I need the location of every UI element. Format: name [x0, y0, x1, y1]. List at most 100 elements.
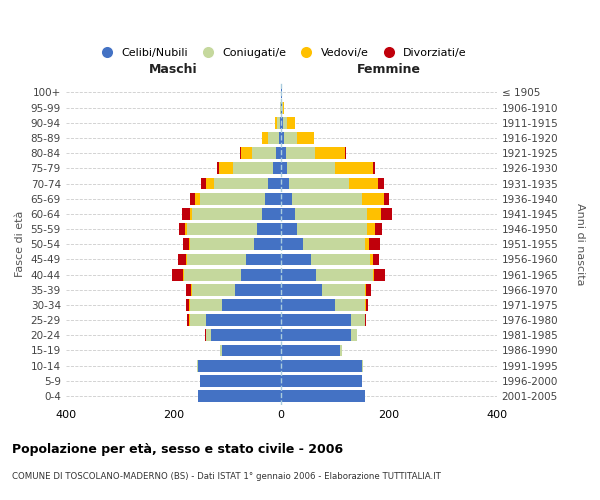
Bar [367, 208, 381, 220]
Bar [200, 193, 265, 204]
Bar [369, 238, 380, 250]
Bar [275, 117, 277, 128]
Bar [190, 314, 206, 326]
Bar [240, 147, 241, 159]
Bar [190, 208, 192, 220]
Bar [185, 223, 187, 235]
Bar [280, 117, 281, 128]
Bar [281, 208, 295, 220]
Bar [195, 193, 200, 204]
Bar [222, 299, 281, 311]
Bar [315, 147, 345, 159]
Bar [351, 314, 365, 326]
Bar [182, 208, 190, 220]
Bar [281, 223, 298, 235]
Bar [281, 299, 335, 311]
Bar [254, 238, 281, 250]
Bar [351, 330, 356, 341]
Bar [197, 390, 281, 402]
Bar [281, 238, 303, 250]
Bar [289, 178, 349, 190]
Bar [197, 360, 281, 372]
Bar [188, 314, 190, 326]
Bar [281, 330, 351, 341]
Bar [316, 268, 373, 280]
Bar [378, 178, 383, 190]
Bar [367, 223, 376, 235]
Bar [340, 344, 341, 356]
Bar [187, 314, 188, 326]
Bar [311, 254, 370, 266]
Text: Popolazione per età, sesso e stato civile - 2006: Popolazione per età, sesso e stato civil… [12, 442, 343, 456]
Bar [281, 360, 362, 372]
Bar [190, 193, 195, 204]
Bar [373, 162, 376, 174]
Bar [383, 193, 389, 204]
Bar [281, 390, 365, 402]
Bar [298, 132, 314, 144]
Bar [257, 223, 281, 235]
Bar [273, 162, 281, 174]
Bar [200, 375, 281, 387]
Bar [374, 268, 385, 280]
Bar [283, 117, 287, 128]
Bar [268, 178, 281, 190]
Bar [184, 268, 241, 280]
Bar [365, 299, 366, 311]
Bar [281, 193, 292, 204]
Bar [281, 284, 322, 296]
Bar [281, 162, 287, 174]
Bar [190, 238, 254, 250]
Y-axis label: Fasce di età: Fasce di età [15, 211, 25, 278]
Bar [277, 117, 280, 128]
Bar [365, 284, 366, 296]
Bar [281, 268, 316, 280]
Bar [268, 132, 278, 144]
Bar [183, 238, 188, 250]
Bar [284, 132, 298, 144]
Bar [206, 178, 214, 190]
Bar [246, 254, 281, 266]
Bar [187, 223, 257, 235]
Bar [335, 162, 373, 174]
Bar [373, 268, 374, 280]
Bar [214, 178, 268, 190]
Bar [241, 147, 251, 159]
Bar [276, 147, 281, 159]
Bar [303, 238, 365, 250]
Bar [281, 375, 362, 387]
Bar [281, 102, 282, 114]
Bar [365, 314, 367, 326]
Bar [178, 254, 186, 266]
Bar [335, 299, 365, 311]
Bar [192, 284, 235, 296]
Bar [349, 178, 378, 190]
Bar [376, 223, 382, 235]
Bar [188, 238, 190, 250]
Text: Femmine: Femmine [357, 63, 421, 76]
Bar [366, 284, 371, 296]
Bar [281, 117, 283, 128]
Bar [373, 254, 379, 266]
Bar [220, 344, 222, 356]
Bar [179, 223, 185, 235]
Bar [281, 344, 340, 356]
Bar [186, 284, 191, 296]
Text: Maschi: Maschi [149, 63, 198, 76]
Bar [281, 254, 311, 266]
Bar [241, 268, 281, 280]
Bar [287, 162, 335, 174]
Y-axis label: Anni di nascita: Anni di nascita [575, 203, 585, 285]
Bar [219, 162, 233, 174]
Bar [186, 299, 188, 311]
Bar [187, 254, 246, 266]
Text: COMUNE DI TOSCOLANO-MADERNO (BS) - Dati ISTAT 1° gennaio 2006 - Elaborazione TUT: COMUNE DI TOSCOLANO-MADERNO (BS) - Dati … [12, 472, 441, 481]
Bar [217, 162, 219, 174]
Bar [235, 284, 281, 296]
Bar [172, 268, 183, 280]
Bar [322, 284, 365, 296]
Bar [366, 299, 368, 311]
Bar [281, 178, 289, 190]
Bar [362, 193, 383, 204]
Bar [233, 162, 273, 174]
